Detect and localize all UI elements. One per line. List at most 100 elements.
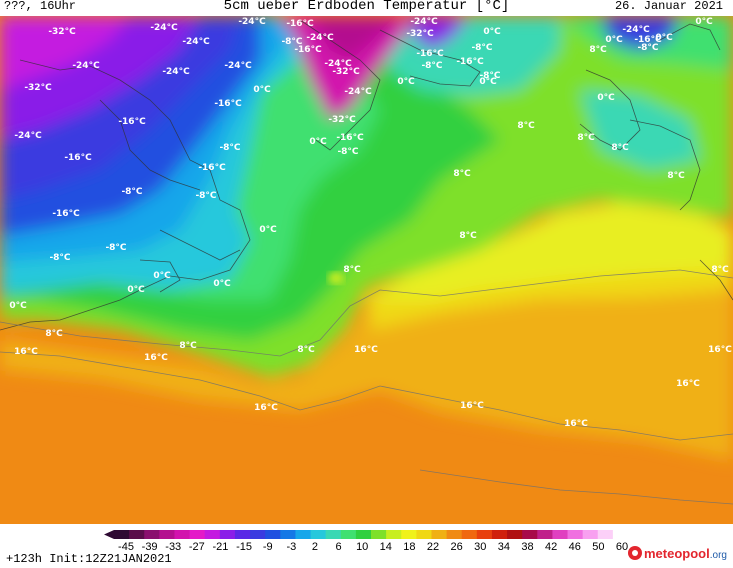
temperature-label: -16°C bbox=[64, 153, 92, 163]
init-time-label: +123h Init:12Z21JAN2021 bbox=[6, 552, 172, 566]
colorbar-tick-label: 14 bbox=[380, 541, 392, 553]
temperature-label: -8°C bbox=[121, 187, 142, 197]
temperature-label: 0°C bbox=[213, 279, 231, 289]
temperature-label: 0°C bbox=[605, 35, 623, 45]
colorbar-tick-label: 34 bbox=[498, 541, 510, 553]
colorbar-swatch bbox=[612, 530, 629, 539]
colorbar-swatch bbox=[219, 530, 236, 539]
brand-logo[interactable]: meteopool.org bbox=[628, 546, 732, 566]
colorbar-tick-label: 46 bbox=[569, 541, 581, 553]
forecast-date: 26. Januar 2021 bbox=[614, 0, 723, 13]
colorbar-swatch bbox=[340, 530, 357, 539]
temperature-label: 0°C bbox=[695, 17, 713, 27]
colorbar-tick-label: 2 bbox=[312, 541, 318, 553]
temperature-label: -24°C bbox=[324, 59, 352, 69]
colorbar-swatch bbox=[204, 530, 221, 539]
colorbar-tick-label: -3 bbox=[286, 541, 296, 553]
temperature-label: 8°C bbox=[517, 121, 535, 131]
colorbar-tick-label: -27 bbox=[189, 541, 205, 553]
temperature-map: -32°C -24°C-24°C -16°C-8°C-16°C-24°C-24°C-… bbox=[0, 16, 733, 524]
colorbar-swatch bbox=[355, 530, 372, 539]
temperature-label: -8°C bbox=[471, 43, 492, 53]
temperature-label: -24°C bbox=[306, 33, 334, 43]
colorbar-tick-label: 26 bbox=[451, 541, 463, 553]
colorbar-tick-label: 22 bbox=[427, 541, 439, 553]
temperature-label: 16°C bbox=[144, 353, 168, 363]
temperature-label: -32°C bbox=[406, 29, 434, 39]
temperature-label: -24°C bbox=[224, 61, 252, 71]
temperature-label: 0°C bbox=[479, 77, 497, 87]
colorbar-tick-label: 10 bbox=[356, 541, 368, 553]
temperature-label: -8°C bbox=[479, 71, 500, 81]
colorbar-swatch bbox=[144, 530, 160, 539]
colorbar-swatch bbox=[250, 530, 266, 539]
temperature-label: 8°C bbox=[577, 133, 595, 143]
temperature-label: -16°C bbox=[634, 35, 662, 45]
colorbar-swatch bbox=[597, 530, 614, 539]
colorbar-swatch bbox=[189, 530, 206, 539]
colorbar-tick-label: 60 bbox=[616, 541, 628, 553]
temperature-label: 0°C bbox=[9, 301, 27, 311]
forecast-time-label: ???, 16Uhr bbox=[4, 0, 77, 13]
colorbar-swatch bbox=[325, 530, 342, 539]
colorbar-swatches bbox=[104, 530, 629, 539]
colorbar-swatch bbox=[491, 530, 508, 539]
temperature-label: -24°C bbox=[182, 37, 210, 47]
map-header: ???, 16Uhr 5cm ueber Erdboden Temperatur… bbox=[0, 0, 733, 16]
temperature-label: 0°C bbox=[153, 271, 171, 281]
colorbar-tick-labels: -45 -39 -33 -27 -21 -15 -9 -3 2 6 10 14 18 22 26 30 34 38… bbox=[118, 541, 628, 553]
colorbar-tick-label: 30 bbox=[474, 541, 486, 553]
temperature-label: 0°C bbox=[253, 85, 271, 95]
temperature-label: -16°C bbox=[456, 57, 484, 67]
temperature-label: 0°C bbox=[397, 77, 415, 87]
colorbar-legend: -45 -39 -33 -27 -21 -15 -9 -3 2 6 10 14 18 22 26 30 34 38… bbox=[104, 530, 629, 553]
temperature-label: -32°C bbox=[24, 83, 52, 93]
temperature-label: -32°C bbox=[328, 115, 356, 125]
brand-name: meteopool bbox=[644, 546, 710, 561]
temperature-label: -16°C bbox=[336, 133, 364, 143]
temperature-label: -16°C bbox=[214, 99, 242, 109]
colorbar-swatch bbox=[265, 530, 281, 539]
colorbar-swatch bbox=[386, 530, 402, 539]
coastlines bbox=[0, 19, 733, 331]
colorbar-swatch bbox=[174, 530, 191, 539]
colorbar-tick-label: 18 bbox=[403, 541, 415, 553]
colorbar-swatch bbox=[371, 530, 387, 539]
colorbar-tick-label: -33 bbox=[165, 541, 181, 553]
temperature-label: -16°C bbox=[294, 45, 322, 55]
temperature-label: -16°C bbox=[416, 49, 444, 59]
colorbar-swatch bbox=[401, 530, 417, 539]
meteopool-logo-icon bbox=[628, 546, 642, 560]
temperature-label: -16°C bbox=[198, 163, 226, 173]
temperature-label: 0°C bbox=[597, 93, 615, 103]
brand-tld: .org bbox=[709, 550, 727, 561]
colorbar-tick-label: -9 bbox=[263, 541, 273, 553]
colorbar-swatch bbox=[114, 530, 130, 539]
temperature-label: 8°C bbox=[343, 265, 361, 275]
temperature-label: -8°C bbox=[637, 43, 658, 53]
temperature-label: 8°C bbox=[611, 143, 629, 153]
temperature-label: -24°C bbox=[150, 23, 178, 33]
temperature-label: 16°C bbox=[564, 419, 588, 429]
colorbar-swatch bbox=[129, 530, 145, 539]
temperature-label: -24°C bbox=[162, 67, 190, 77]
temperature-label: 16°C bbox=[14, 347, 38, 357]
colorbar-swatch bbox=[416, 530, 433, 539]
temperature-label: 16°C bbox=[676, 379, 700, 389]
temperature-label: 8°C bbox=[453, 169, 471, 179]
colorbar-swatch bbox=[582, 530, 599, 539]
temperature-label: 16°C bbox=[354, 345, 378, 355]
colorbar-tick-label: -45 bbox=[118, 541, 134, 553]
temperature-label: -24°C bbox=[410, 17, 438, 27]
map-title: 5cm ueber Erdboden Temperatur [°C] bbox=[223, 0, 510, 14]
temperature-label: -24°C bbox=[344, 87, 372, 97]
temperature-label: 8°C bbox=[459, 231, 477, 241]
temperature-label: 16°C bbox=[460, 401, 484, 411]
temperature-label: 0°C bbox=[309, 137, 327, 147]
temperature-label: 0°C bbox=[127, 285, 145, 295]
temperature-label: -32°C bbox=[48, 27, 76, 37]
map-footer: -45 -39 -33 -27 -21 -15 -9 -3 2 6 10 14 18 22 26 30 34 38… bbox=[0, 524, 733, 566]
temperature-label: -8°C bbox=[219, 143, 240, 153]
colorbar-tick-label: -39 bbox=[142, 541, 158, 553]
colorbar-swatch bbox=[310, 530, 327, 539]
